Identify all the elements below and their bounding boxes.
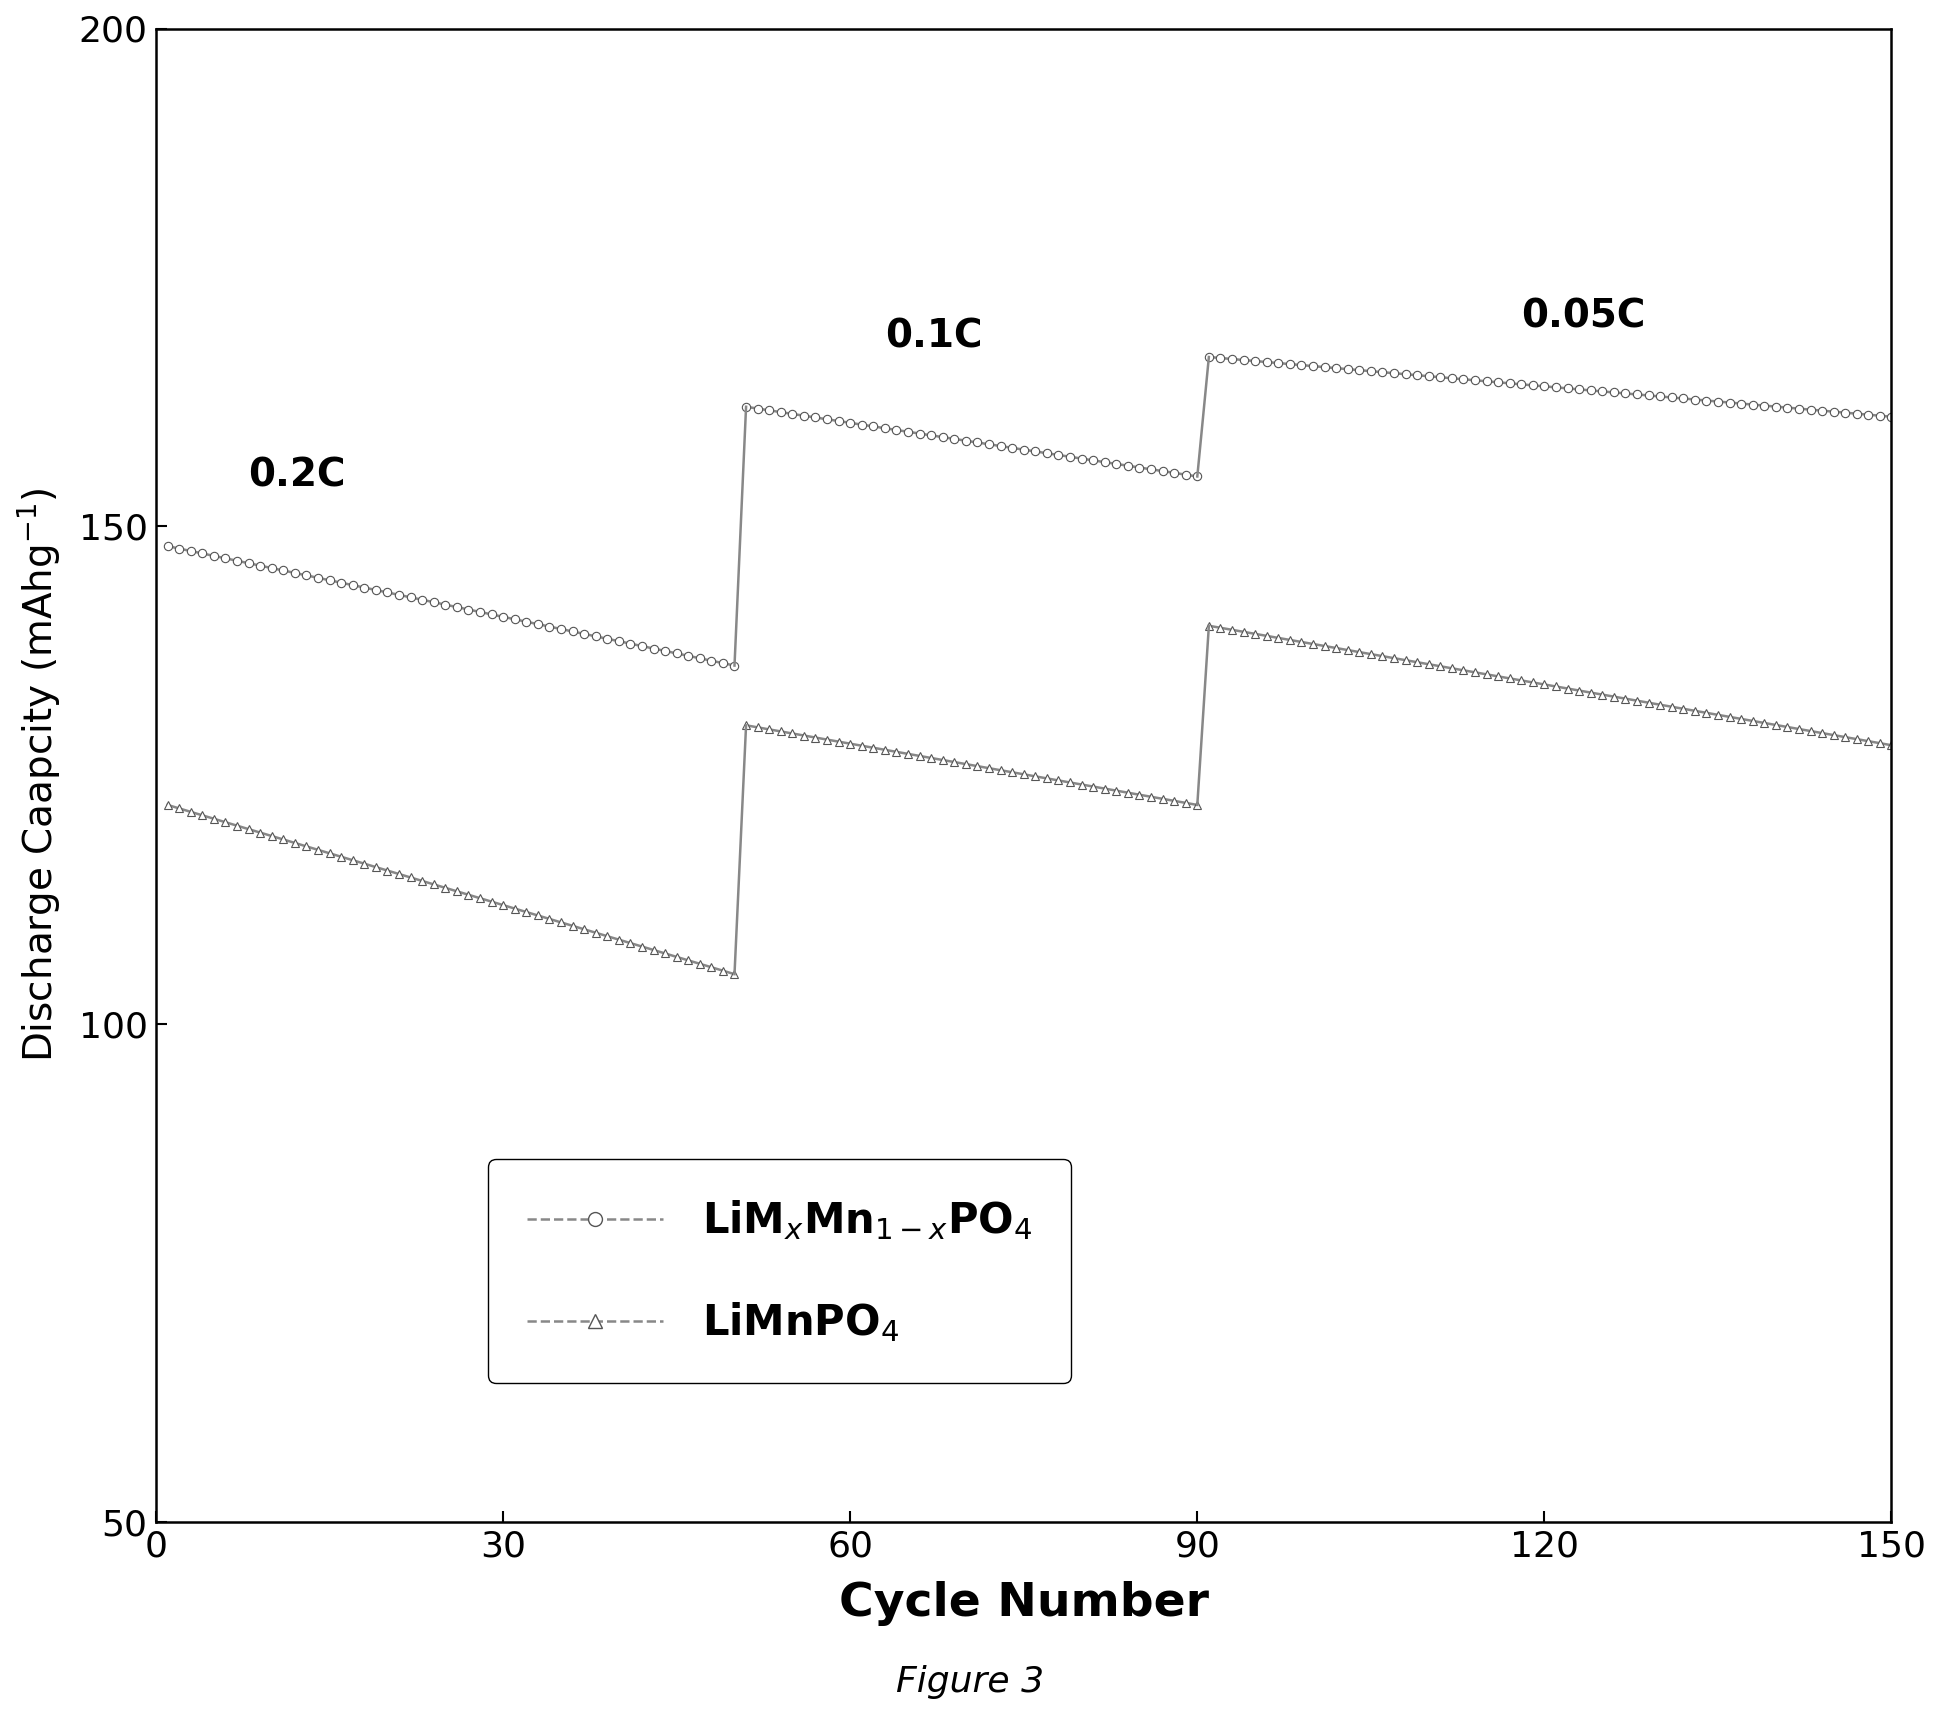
Text: 0.1C: 0.1C [885,318,982,355]
Y-axis label: Discharge Caapcity (mAhg$^{-1}$): Discharge Caapcity (mAhg$^{-1}$) [16,489,62,1063]
X-axis label: Cycle Number: Cycle Number [839,1581,1209,1625]
Text: Figure 3: Figure 3 [897,1665,1044,1699]
Text: 0.2C: 0.2C [248,456,345,494]
Text: 0.05C: 0.05C [1522,297,1646,335]
Legend: LiM$_x$Mn$_{1-x}$PO$_4$, LiMnPO$_4$: LiM$_x$Mn$_{1-x}$PO$_4$, LiMnPO$_4$ [487,1159,1071,1383]
